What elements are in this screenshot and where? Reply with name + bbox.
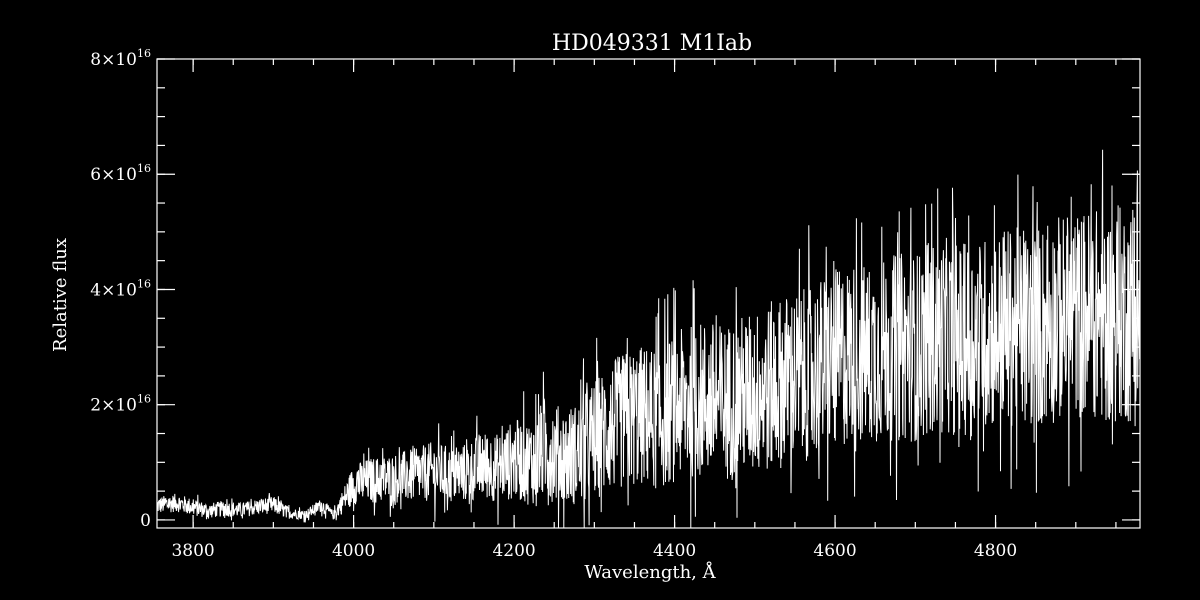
x-axis-title: Wavelength, Å [584,561,716,583]
x-tick-label: 4200 [492,541,535,561]
spectrum-line [156,149,1141,529]
chart-title: HD049331 M1Iab [552,31,752,56]
y-tick-label: 0 [140,511,151,531]
x-tick-label: 4600 [813,541,856,561]
x-tick-label: 4400 [653,541,696,561]
plot-area [156,58,1141,529]
y-axis-title: Relative flux [50,238,71,352]
y-tick-label: 8×1016 [90,47,151,70]
x-tick-label: 4000 [332,541,375,561]
y-tick-label: 4×1016 [90,277,151,300]
y-tick-label: 6×1016 [90,162,151,185]
y-axis: 0 2×1016 4×1016 6×1016 8×1016 [90,47,1140,531]
x-tick-label: 4800 [974,541,1017,561]
x-axis: 3800 4000 4200 4400 4600 4800 [171,59,1117,561]
plot-frame [156,58,1141,529]
y-tick-label: 2×1016 [90,393,151,416]
x-tick-label: 3800 [171,541,214,561]
